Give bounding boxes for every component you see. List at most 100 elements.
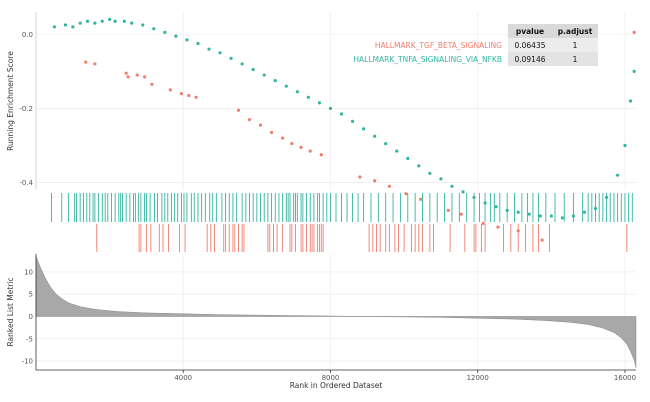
ranked-metric-y-tick-label: 10: [24, 268, 33, 276]
running-score-y-ticks: 0.0 -0.2 -0.4: [19, 31, 33, 187]
tnfa-score-point: [350, 119, 355, 123]
tnfa-score-point: [516, 210, 520, 214]
tnfa-score-point: [494, 205, 498, 209]
tnfa-score-point: [362, 127, 366, 131]
tgf-score-point: [481, 221, 485, 225]
tnfa-score-point: [623, 143, 627, 148]
tgf-score-point: [135, 73, 139, 77]
ranked-metric-y-tick-label: 5: [29, 291, 33, 299]
tnfa-score-point: [295, 90, 299, 94]
tnfa-score-point: [163, 30, 167, 34]
tgf-score-point: [93, 62, 97, 66]
legend-label-tgf: HALLMARK_TGF_BETA_SIGNALING: [375, 41, 502, 50]
tnfa-score-point: [373, 134, 377, 138]
tnfa-score-point: [218, 51, 222, 55]
running-score-panel: 0.0 -0.2 -0.4 Running Enrichment Score: [6, 12, 636, 242]
tnfa-score-point: [439, 177, 443, 181]
table-cell-tnfa-padjust: 1: [573, 55, 578, 64]
tgf-score-point: [632, 30, 636, 34]
tnfa-score-point: [317, 101, 322, 105]
table-header-pvalue: pvalue: [516, 27, 544, 36]
running-score-gridlines: [35, 12, 636, 190]
tgf-score-point: [540, 238, 544, 242]
tgf-score-point: [269, 130, 274, 135]
tgf-score-point: [281, 136, 285, 140]
tgf-score-point: [299, 145, 303, 149]
tnfa-score-point: [262, 73, 266, 77]
tgf-score-point: [387, 184, 391, 188]
ranked-metric-y-tick-label: -5: [26, 335, 33, 343]
table-cell-tgf-padjust: 1: [573, 41, 578, 50]
tnfa-score-point: [196, 41, 200, 46]
tgf-score-point: [290, 142, 294, 146]
tnfa-score-point: [207, 47, 211, 51]
ranked-metric-y-tick-label: -10: [22, 358, 33, 366]
tnfa-score-point: [130, 21, 134, 25]
tnfa-score-point: [229, 56, 233, 60]
tnfa-score-points: [52, 17, 636, 220]
tnfa-score-point: [395, 149, 399, 153]
tnfa-score-point: [85, 19, 90, 23]
rank-x-tick-label: 16000: [614, 374, 636, 382]
tgf-score-point: [404, 192, 408, 196]
legend-table: pvalue p.adjust HALLMARK_TGF_BETA_SIGNAL…: [353, 24, 598, 66]
tgf-score-point: [419, 197, 423, 201]
tnfa-score-point: [450, 184, 454, 188]
table-cell-tnfa-pvalue: 0.09146: [514, 55, 545, 64]
tnfa-score-point: [273, 79, 277, 83]
tgf-score-point: [446, 208, 450, 212]
tnfa-score-point: [251, 67, 255, 72]
ranked-metric-y-axis-title: Ranked List Metric: [6, 277, 15, 346]
tnfa-score-point: [406, 156, 410, 161]
tnfa-score-point: [417, 164, 421, 168]
rank-x-tick-label: 12000: [467, 374, 489, 382]
tnfa-score-point: [240, 62, 244, 66]
tnfa-score-point: [185, 38, 189, 42]
tnfa-score-point: [461, 190, 465, 194]
table-row-2-background: [508, 52, 598, 66]
tgf-score-point: [496, 225, 500, 229]
tnfa-score-point: [284, 84, 288, 88]
tgf-score-point: [84, 60, 88, 64]
table-row-1-background: [508, 38, 598, 52]
tnfa-score-point: [328, 106, 333, 111]
rank-x-axis-title: Rank in Ordered Dataset: [290, 381, 383, 390]
tnfa-score-point: [152, 27, 156, 31]
tgf-score-point: [236, 108, 241, 112]
tnfa-hit-marks: [51, 193, 633, 222]
ranked-metric-y-ticks: 10 5 0 -5 -10: [22, 268, 33, 365]
tgf-score-point: [126, 75, 130, 79]
tnfa-score-point: [113, 19, 117, 23]
tnfa-score-point: [615, 173, 620, 177]
table-header-background: [508, 24, 598, 38]
tnfa-score-point: [628, 99, 633, 103]
rank-x-ticks: 4000 8000 12000 16000: [174, 370, 636, 382]
tnfa-score-point: [527, 212, 531, 216]
tnfa-score-point: [122, 19, 126, 23]
tnfa-score-point: [52, 25, 57, 29]
tnfa-score-point: [582, 210, 587, 214]
tnfa-score-point: [78, 21, 82, 25]
tgf-score-point: [194, 95, 198, 99]
tgf-score-point: [319, 153, 323, 157]
tnfa-score-point: [141, 23, 145, 27]
rank-x-tick-label: 8000: [322, 374, 340, 382]
tgf-score-points: [84, 30, 636, 242]
tgf-score-point: [150, 82, 154, 86]
tnfa-score-point: [384, 142, 388, 146]
running-score-y-tick-label: -0.4: [19, 179, 33, 187]
tnfa-score-point: [174, 34, 178, 38]
legend-label-tnfa: HALLMARK_TNFA_SIGNALING_VIA_NFKB: [353, 55, 502, 64]
tgf-score-point: [142, 75, 147, 79]
tgf-score-point: [168, 88, 172, 92]
tnfa-score-point: [63, 23, 68, 27]
tgf-score-point: [258, 123, 263, 127]
tgf-score-point: [459, 212, 463, 216]
tgf-score-point: [187, 93, 191, 98]
tgf-hit-marks: [96, 224, 628, 252]
tgf-score-point: [124, 71, 128, 75]
running-score-y-tick-label: -0.2: [19, 105, 33, 113]
tnfa-score-point: [428, 171, 432, 175]
running-score-y-axis-title: Running Enrichment Score: [6, 51, 15, 151]
